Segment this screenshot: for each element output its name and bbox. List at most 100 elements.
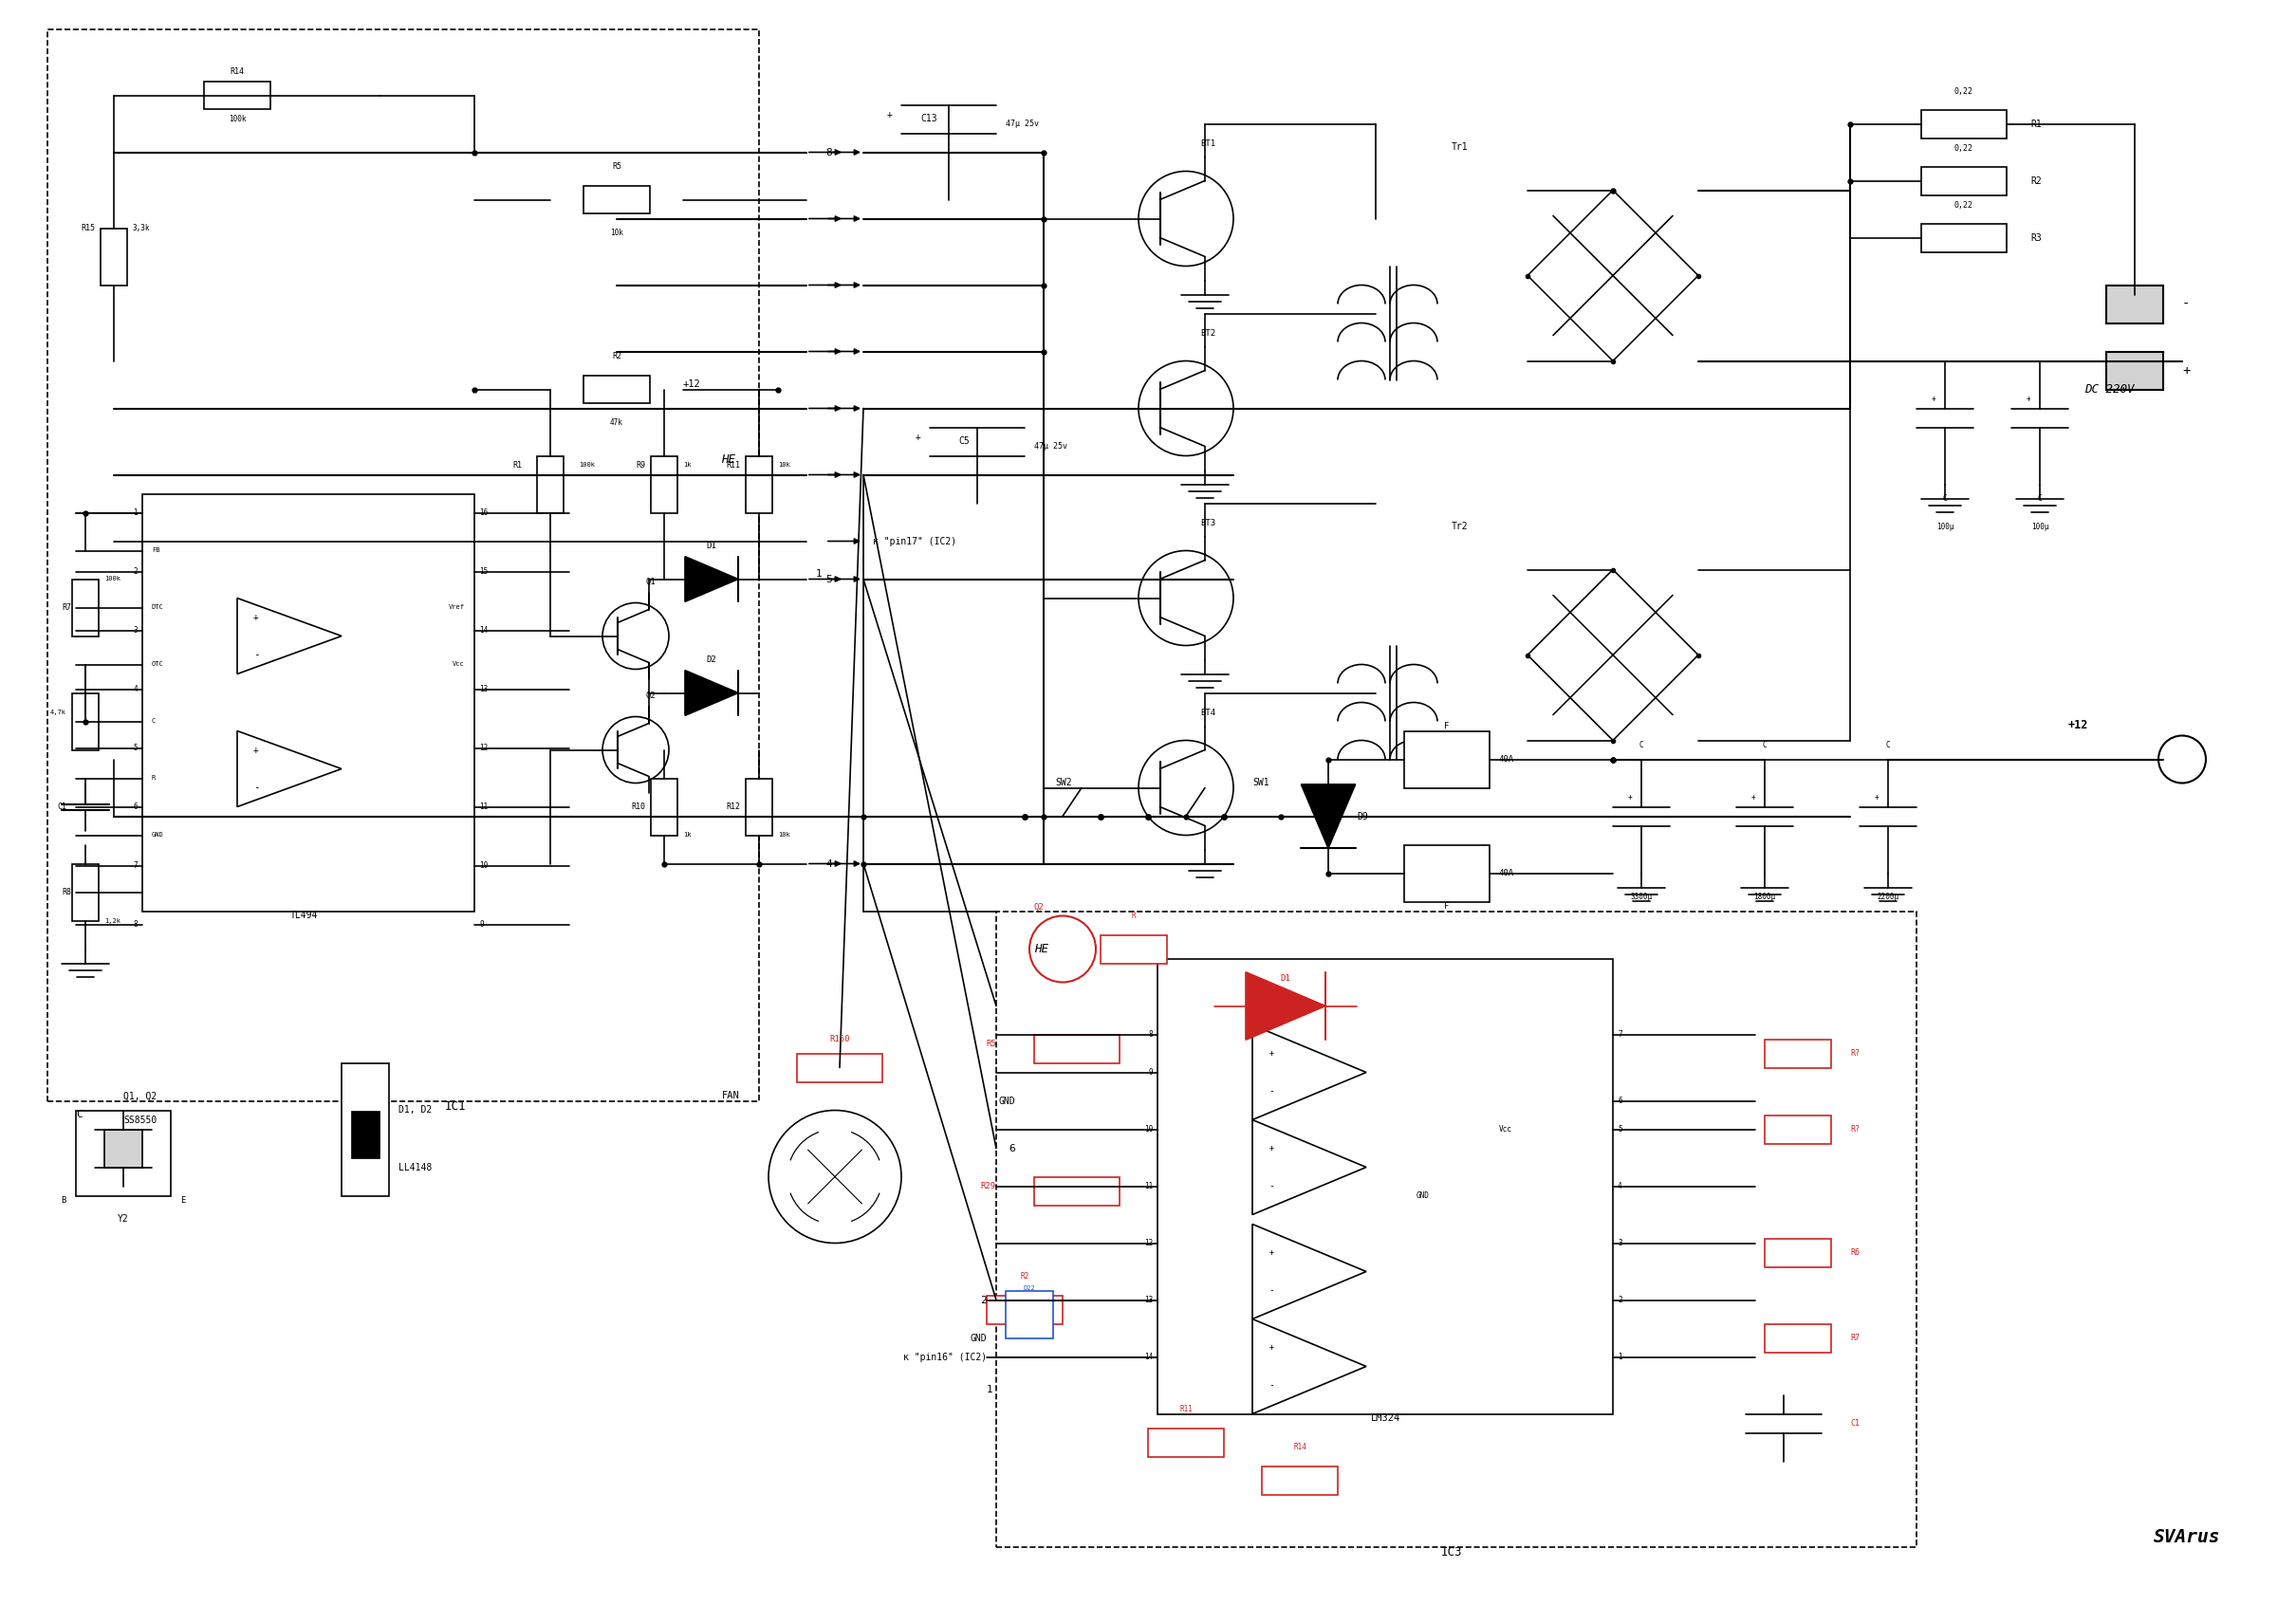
Text: +: + <box>1874 794 1878 802</box>
Text: 10k: 10k <box>611 229 622 237</box>
Bar <box>71 693 99 750</box>
Text: 1: 1 <box>815 570 822 579</box>
Text: 13: 13 <box>480 685 487 693</box>
Text: 6: 6 <box>1619 1097 1621 1105</box>
Text: B: B <box>62 1196 67 1204</box>
Text: BT3: BT3 <box>1201 518 1215 527</box>
Text: Y2: Y2 <box>117 1214 129 1224</box>
Bar <box>537 456 563 513</box>
Text: 100μ: 100μ <box>1936 523 1954 531</box>
Text: 8: 8 <box>827 148 831 157</box>
Text: IC1: IC1 <box>445 1100 466 1113</box>
Text: 13: 13 <box>1143 1295 1153 1305</box>
Text: R5: R5 <box>613 162 622 170</box>
Text: D1: D1 <box>1281 974 1290 982</box>
Text: C1: C1 <box>1851 1419 1860 1428</box>
Text: 8: 8 <box>133 920 138 928</box>
Text: -: - <box>1270 1086 1274 1096</box>
Bar <box>583 377 650 403</box>
Text: 4,7k: 4,7k <box>51 709 67 714</box>
Text: R: R <box>1132 912 1137 920</box>
Text: +12: +12 <box>684 380 700 390</box>
Bar <box>1766 1039 1832 1068</box>
Text: R150: R150 <box>829 1035 850 1044</box>
Text: 4: 4 <box>827 859 831 868</box>
Bar <box>1766 1324 1832 1352</box>
Text: D1, D2: D1, D2 <box>400 1105 432 1115</box>
Text: R14: R14 <box>1293 1443 1306 1453</box>
Text: BT2: BT2 <box>1201 329 1215 338</box>
Text: R10: R10 <box>631 802 645 812</box>
Text: 0,22: 0,22 <box>1954 144 1975 153</box>
Text: FB: FB <box>152 549 161 553</box>
Text: 1: 1 <box>987 1386 994 1394</box>
Bar <box>1922 167 2007 195</box>
Polygon shape <box>1251 1120 1366 1214</box>
Text: +: + <box>253 612 259 622</box>
Text: к "pin16" (IC2): к "pin16" (IC2) <box>902 1352 987 1362</box>
Bar <box>76 1110 170 1196</box>
Text: C5: C5 <box>957 437 969 446</box>
Bar <box>48 29 760 1100</box>
Text: R7: R7 <box>1851 1334 1860 1342</box>
Text: R15: R15 <box>80 224 94 232</box>
Text: Q2: Q2 <box>1033 902 1045 911</box>
Bar <box>1766 1115 1832 1144</box>
Text: -: - <box>1270 1182 1274 1191</box>
Polygon shape <box>1302 784 1355 849</box>
Text: R: R <box>152 776 156 781</box>
Text: 100k: 100k <box>103 576 119 583</box>
Polygon shape <box>1251 1224 1366 1319</box>
Text: DTC: DTC <box>152 605 163 610</box>
Text: 9: 9 <box>1148 1068 1153 1076</box>
Text: LM324: LM324 <box>1371 1414 1401 1423</box>
Text: FAN: FAN <box>723 1091 739 1100</box>
Text: 10: 10 <box>1143 1125 1153 1133</box>
Text: 3300μ: 3300μ <box>1630 893 1653 901</box>
Text: 3: 3 <box>1619 1238 1621 1248</box>
Text: 3: 3 <box>133 626 138 635</box>
Bar <box>1922 110 2007 138</box>
Text: 1: 1 <box>133 508 138 518</box>
Text: 3,3k: 3,3k <box>133 224 149 232</box>
Text: 5: 5 <box>133 743 138 751</box>
Text: 7: 7 <box>1619 1031 1621 1039</box>
Bar <box>797 1053 882 1083</box>
Bar <box>1405 844 1490 902</box>
Text: +: + <box>914 432 921 441</box>
Text: C1: C1 <box>57 802 67 812</box>
Text: Q2: Q2 <box>645 691 657 700</box>
Text: Vref: Vref <box>448 605 464 610</box>
Bar <box>1033 1034 1120 1063</box>
Text: R1: R1 <box>512 461 521 469</box>
Text: -: - <box>2181 297 2190 310</box>
Text: F: F <box>1444 902 1449 911</box>
Text: +: + <box>1752 794 1754 802</box>
Text: 15: 15 <box>480 568 487 576</box>
Text: +: + <box>1270 1048 1274 1058</box>
Polygon shape <box>1247 972 1325 1040</box>
Text: R5: R5 <box>985 1040 996 1048</box>
Text: Tr1: Tr1 <box>1451 143 1469 153</box>
Text: GND: GND <box>999 1096 1015 1105</box>
Text: 9: 9 <box>480 920 484 928</box>
Text: 100k: 100k <box>227 114 246 123</box>
Text: C: C <box>1763 742 1768 750</box>
Text: F: F <box>1444 722 1449 730</box>
Text: -: - <box>253 782 259 792</box>
Text: 1800μ: 1800μ <box>1754 893 1775 901</box>
Text: 6: 6 <box>1008 1144 1015 1152</box>
Bar <box>204 83 271 109</box>
Text: SVArus: SVArus <box>2154 1529 2220 1547</box>
Text: 5: 5 <box>1619 1125 1621 1133</box>
Text: TL494: TL494 <box>289 911 317 920</box>
Text: C: C <box>2037 493 2041 502</box>
Text: +: + <box>1270 1144 1274 1152</box>
Text: D9: D9 <box>1357 812 1368 821</box>
Text: +: + <box>2181 364 2190 377</box>
Text: +: + <box>1931 394 1936 403</box>
Text: 12: 12 <box>480 743 487 751</box>
Text: +: + <box>253 745 259 755</box>
Text: 100μ: 100μ <box>2032 523 2048 531</box>
Polygon shape <box>236 597 342 674</box>
